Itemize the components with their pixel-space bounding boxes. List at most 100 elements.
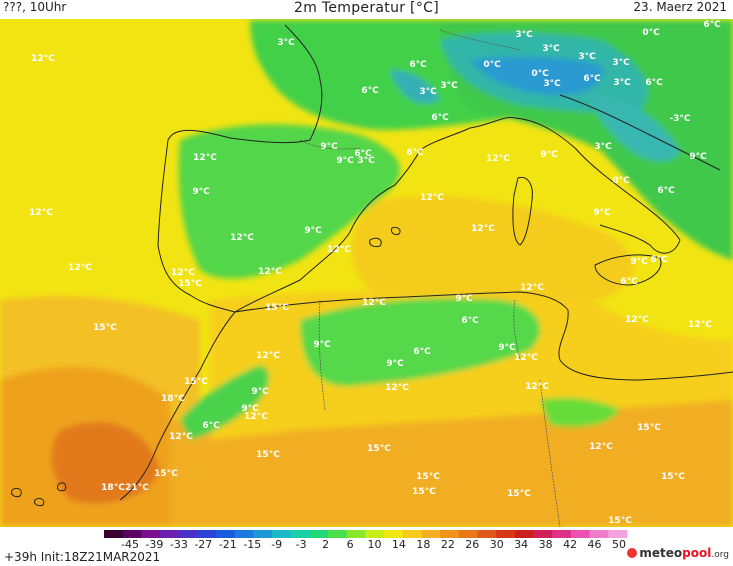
temperature-label: 12°C bbox=[385, 383, 409, 393]
temperature-label: 12°C bbox=[256, 351, 280, 361]
corsica-sardinia-coast bbox=[512, 176, 533, 246]
temperature-label: 9°C bbox=[593, 208, 611, 218]
italy-west-coast bbox=[514, 117, 681, 254]
algeria-libya-border bbox=[539, 379, 561, 527]
scale-tick-label: -33 bbox=[170, 538, 188, 549]
coastlines bbox=[119, 24, 733, 501]
temperature-label: 15°C bbox=[256, 450, 280, 460]
temperature-label: 6°C bbox=[431, 113, 449, 123]
forecast-date: 23. Maerz 2021 bbox=[633, 0, 727, 14]
libya-green-patch bbox=[540, 398, 620, 427]
logo-text-main: meteo bbox=[639, 546, 683, 560]
scale-band bbox=[589, 530, 609, 538]
scale-band bbox=[328, 530, 348, 538]
scale-band bbox=[440, 530, 460, 538]
scale-band bbox=[309, 530, 329, 538]
scale-band bbox=[552, 530, 572, 538]
temperature-label: 12°C bbox=[327, 245, 351, 255]
iberia-france-atlantic-coast bbox=[167, 24, 323, 144]
scale-band bbox=[197, 530, 217, 538]
scale-tick-label: 34 bbox=[514, 538, 528, 549]
temperature-label: 15°C bbox=[154, 469, 178, 479]
temperature-label: 6°C bbox=[461, 316, 479, 326]
scale-band bbox=[178, 530, 198, 538]
temperature-label: 15°C bbox=[93, 323, 117, 333]
scale-tick-label: 50 bbox=[612, 538, 626, 549]
canary-hot-zone bbox=[51, 422, 160, 504]
temperature-label: 6°C bbox=[703, 20, 721, 30]
temperature-label: 0°C bbox=[483, 60, 501, 70]
scale-band bbox=[496, 530, 516, 538]
temperature-label: 6°C bbox=[650, 255, 668, 265]
temperature-label: 12°C bbox=[514, 353, 538, 363]
country-borders bbox=[299, 29, 561, 527]
temperature-label: 3°C bbox=[594, 142, 612, 152]
temperature-label: 6°C bbox=[202, 421, 220, 431]
init-time-label: +39h Init:18Z21MAR2021 bbox=[4, 550, 161, 564]
scale-tick-label: -27 bbox=[194, 538, 212, 549]
scale-tick-label: -45 bbox=[121, 538, 139, 549]
scale-band bbox=[104, 530, 124, 538]
high-atlas-green-zone bbox=[180, 365, 270, 440]
alps-freezing-zone bbox=[470, 56, 603, 95]
temperature-label: 6°C bbox=[645, 78, 663, 88]
scale-band bbox=[570, 530, 591, 538]
scale-band bbox=[160, 530, 180, 538]
temperature-label: 18°C bbox=[101, 483, 125, 493]
algeria-tunisia-border bbox=[513, 299, 521, 361]
scale-tick-label: 38 bbox=[539, 538, 553, 549]
temperature-label: 0°C bbox=[612, 176, 630, 186]
scale-band bbox=[477, 530, 497, 538]
atlas-green-zone bbox=[300, 298, 540, 387]
temperature-label: 18°C bbox=[161, 394, 185, 404]
scale-tick-label: -39 bbox=[145, 538, 163, 549]
temperature-label: 9°C bbox=[630, 257, 648, 267]
map-header: ???, 10Uhr 2m Temperatur [°C] 23. Maerz … bbox=[0, 0, 733, 19]
temperature-label: 9°C bbox=[304, 226, 322, 236]
scale-tick-label: 22 bbox=[441, 538, 455, 549]
canary-island-2 bbox=[34, 497, 45, 507]
scale-tick-label: 6 bbox=[347, 538, 354, 549]
temperature-label: 6°C bbox=[413, 347, 431, 357]
temperature-label: 12°C bbox=[258, 267, 282, 277]
meteopool-logo[interactable]: meteopool.org bbox=[627, 546, 729, 560]
scale-tick-label: -3 bbox=[296, 538, 307, 549]
temperature-label: 12°C bbox=[193, 153, 217, 163]
temperature-label: 15°C bbox=[367, 444, 391, 454]
temperature-labels: 12°C 3°C 6°C 3°C 0°C 6°C 3°C 0°C 3°C 6°C 3°C 6°C 0°C… bbox=[29, 20, 721, 526]
scale-band bbox=[384, 530, 404, 538]
temperature-label: 9°C bbox=[336, 156, 354, 166]
map-title: 2m Temperatur [°C] bbox=[294, 0, 439, 16]
temperature-label: 3°C bbox=[578, 52, 596, 62]
scale-tick-label: -21 bbox=[219, 538, 237, 549]
temperature-label: 3°C bbox=[277, 38, 295, 48]
temperature-label: 12°C bbox=[688, 320, 712, 330]
apennine-cold-zone bbox=[590, 95, 680, 162]
temperature-label: 12°C bbox=[486, 154, 510, 164]
scale-band bbox=[608, 530, 628, 538]
italy-east-coast bbox=[559, 94, 721, 171]
temperature-label: 12°C bbox=[31, 54, 55, 64]
scale-tick-label: -15 bbox=[243, 538, 261, 549]
temperature-label: 21°C bbox=[125, 483, 149, 493]
temperature-label: 9°C bbox=[386, 359, 404, 369]
iberia-green-zone bbox=[178, 124, 400, 279]
temperature-label: 15°C bbox=[184, 377, 208, 387]
temperature-label: 6°C bbox=[406, 148, 424, 158]
temperature-label: 12°C bbox=[362, 298, 386, 308]
sicily-coast bbox=[594, 254, 662, 286]
north-africa-coast bbox=[234, 291, 569, 313]
temperature-label: 12°C bbox=[68, 263, 92, 273]
logo-text-accent: pool bbox=[682, 546, 712, 560]
morocco-algeria-border bbox=[318, 299, 326, 411]
temperature-label: 0°C bbox=[531, 69, 549, 79]
temperature-label: 3°C bbox=[613, 78, 631, 88]
temperature-label: 12°C bbox=[520, 283, 544, 293]
temperature-label: 3°C bbox=[440, 81, 458, 91]
temperature-field bbox=[0, 20, 733, 527]
massif-central-cold-zone bbox=[390, 70, 440, 104]
scale-band bbox=[402, 530, 423, 538]
temperature-label: 9°C bbox=[313, 340, 331, 350]
tunisia-libya-coast bbox=[558, 309, 733, 381]
scale-tick-label: 14 bbox=[392, 538, 406, 549]
